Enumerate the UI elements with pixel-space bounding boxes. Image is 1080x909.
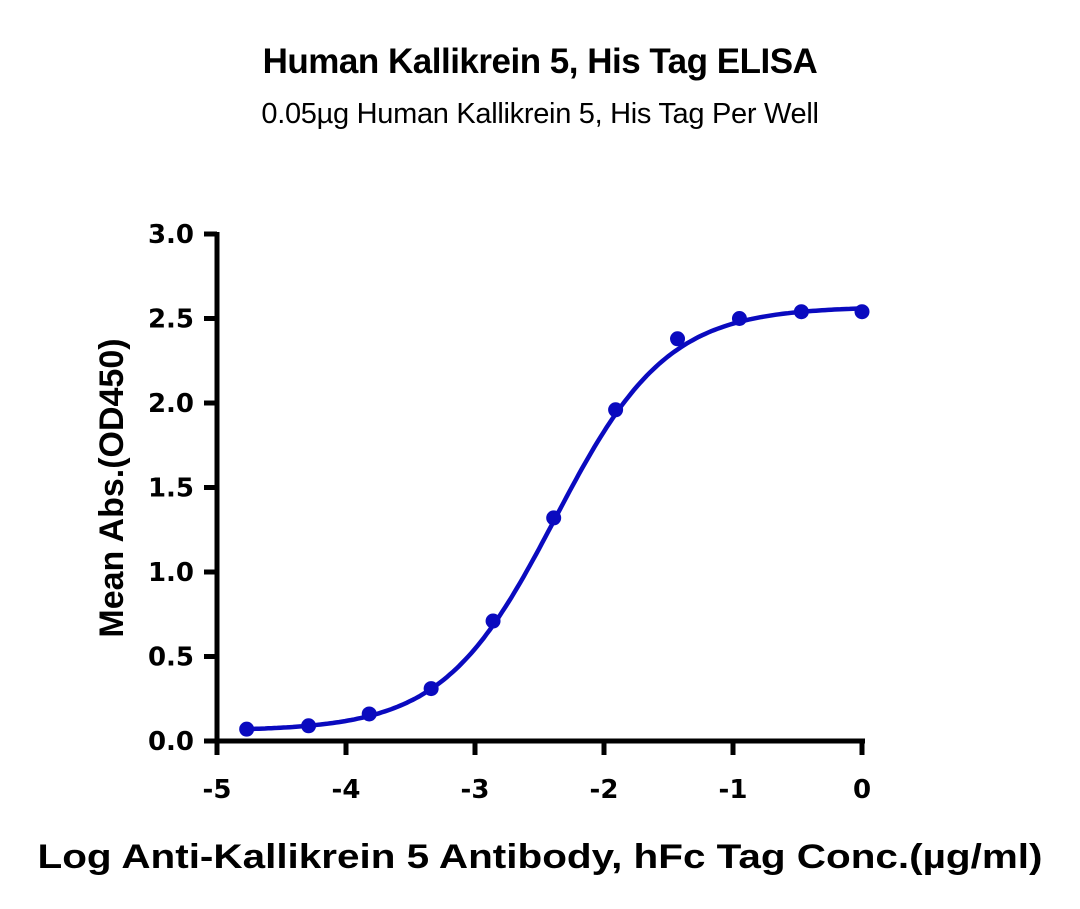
x-tick-label: -4 [332,775,361,805]
x-tick-label: 0 [853,775,871,805]
data-point [670,331,686,347]
data-point [793,304,809,320]
x-axis-title: Log Anti-Kallikrein 5 Antibody, hFc Tag … [38,838,1043,876]
y-tick-label: 2.0 [148,389,194,419]
x-tick-label: -1 [719,775,748,805]
data-point [608,402,624,418]
chart-title: Human Kallikrein 5, His Tag ELISA [262,42,818,81]
data-points [239,304,870,737]
data-point [485,613,501,629]
data-point [546,510,562,526]
data-point [731,311,747,326]
data-point [423,681,439,697]
data-point [239,721,255,737]
data-point [301,718,317,734]
y-tick-label: 1.5 [148,474,194,504]
chart-subtitle: 0.05µg Human Kallikrein 5, His Tag Per W… [261,98,819,130]
x-axis-ticks: -5 -4 -3 -2 -1 0 [203,741,871,805]
y-tick-label: 3.0 [148,220,194,250]
y-tick-label: 0.0 [148,727,194,757]
y-tick-label: 2.5 [148,305,194,335]
data-point [854,304,870,320]
y-axis-ticks: 0.0 0.5 1.0 1.5 2.0 2.5 3.0 [148,220,217,757]
x-tick-label: -5 [203,775,232,805]
x-tick-label: -2 [590,775,619,805]
y-tick-label: 1.0 [148,558,194,588]
data-point [361,706,377,722]
y-tick-label: 0.5 [148,643,194,673]
x-tick-label: -3 [461,775,490,805]
y-axis-title: Mean Abs.(OD450) [93,338,131,637]
